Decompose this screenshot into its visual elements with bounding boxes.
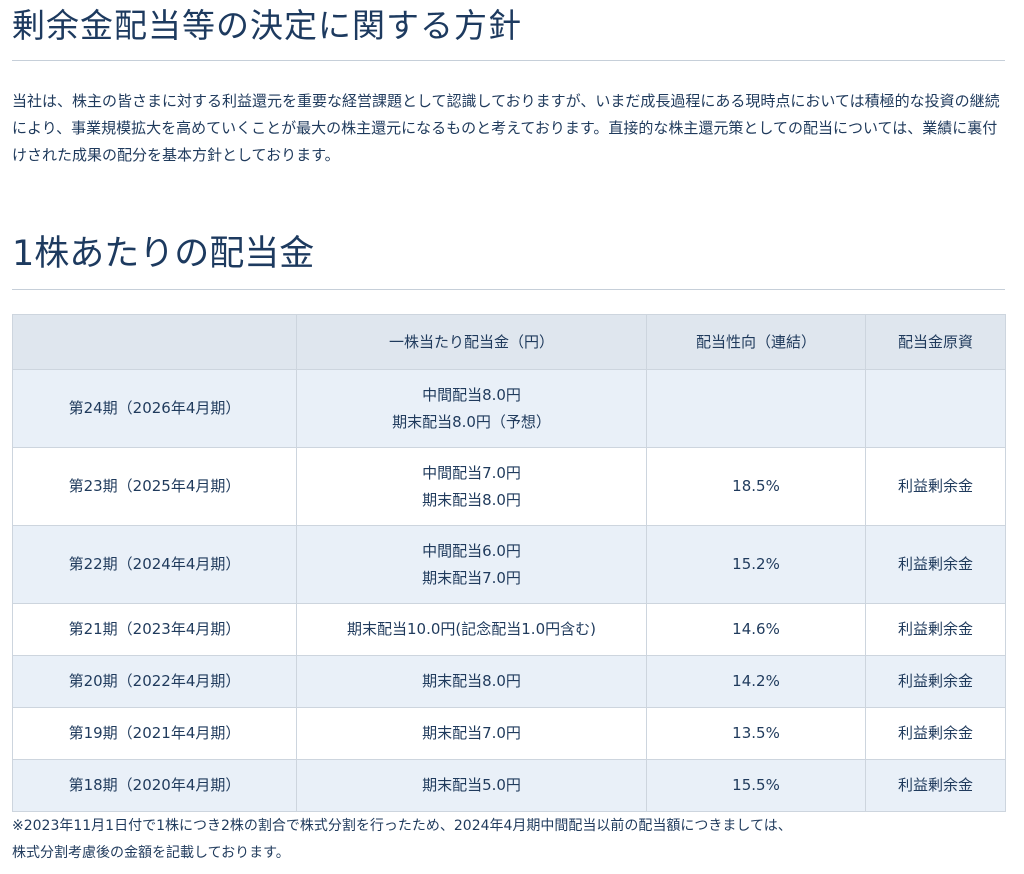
- dividend-line: 期末配当7.0円: [422, 568, 521, 587]
- table-footnote: ※2023年11月1日付で1株につき2株の割合で株式分割を行ったため、2024年…: [12, 813, 1007, 867]
- policy-heading: 剰余金配当等の決定に関する方針: [12, 6, 522, 45]
- footnote-line: 株式分割考慮後の金額を記載しております。: [12, 845, 290, 861]
- payout-cell: [646, 369, 866, 448]
- table-header-row: 一株当たり配当金（円） 配当性向（連結） 配当金原資: [12, 314, 1006, 370]
- dividend-cell: 中間配当8.0円期末配当8.0円（予想）: [296, 369, 647, 448]
- dividend-heading: 1株あたりの配当金: [12, 234, 315, 274]
- heading-divider: [12, 289, 1005, 290]
- dividend-cell: 中間配当7.0円 期末配当8.0円: [296, 447, 647, 526]
- period-cell: 第22期（2024年4月期）: [12, 525, 297, 604]
- dividend-line: 期末配当10.0円(記念配当1.0円含む): [347, 620, 596, 638]
- period-cell: 第19期（2021年4月期）: [12, 707, 297, 760]
- dividend-cell: 期末配当8.0円: [296, 655, 647, 708]
- payout-cell: 15.5%: [646, 759, 866, 812]
- table-row: 第23期（2025年4月期） 中間配当7.0円 期末配当8.0円 18.5% 利益剰余金: [12, 447, 1006, 526]
- dividend-cell: 期末配当10.0円(記念配当1.0円含む): [296, 603, 647, 656]
- policy-paragraph: 当社は、株主の皆さまに対する利益還元を重要な経営課題として認識しておりますが、い…: [12, 92, 1000, 164]
- dividend-line: 中間配当8.0円: [422, 385, 521, 404]
- payout-cell: 14.2%: [646, 655, 866, 708]
- payout-cell: 15.2%: [646, 525, 866, 604]
- source-cell: 利益剰余金: [865, 707, 1006, 760]
- dividend-line: 期末配当5.0円: [422, 776, 521, 794]
- table-row: 第21期（2023年4月期） 期末配当10.0円(記念配当1.0円含む) 14.6%…: [12, 603, 1006, 656]
- dividend-line: 中間配当7.0円: [422, 463, 521, 482]
- header-payout: 配当性向（連結）: [646, 314, 866, 370]
- dividend-line: 期末配当7.0円: [422, 724, 521, 742]
- payout-cell: 13.5%: [646, 707, 866, 760]
- dividend-line: 期末配当8.0円: [422, 672, 521, 690]
- period-cell: 第21期（2023年4月期）: [12, 603, 297, 656]
- source-cell: 利益剰余金: [865, 447, 1006, 526]
- dividend-line: 期末配当8.0円: [422, 490, 521, 509]
- payout-cell: 14.6%: [646, 603, 866, 656]
- heading-divider: [12, 60, 1005, 61]
- table-row: 第18期（2020年4月期） 期末配当5.0円 15.5% 利益剰余金: [12, 759, 1006, 812]
- header-dividend: 一株当たり配当金（円）: [296, 314, 647, 370]
- period-cell: 第20期（2022年4月期）: [12, 655, 297, 708]
- table-body: 第24期（2026年4月期） 中間配当8.0円 期末配当8.0円（予想） 第23期（2…: [12, 369, 1006, 812]
- period-cell: 第18期（2020年4月期）: [12, 759, 297, 812]
- source-cell: 利益剰余金: [865, 655, 1006, 708]
- table-row: 第24期（2026年4月期） 中間配当8.0円 期末配当8.0円（予想）: [12, 369, 1006, 448]
- period-cell: 第23期（2025年4月期）: [12, 447, 297, 526]
- payout-cell: 18.5%: [646, 447, 866, 526]
- dividend-table: 一株当たり配当金（円） 配当性向（連結） 配当金原資 第24期（2026年4月期…: [12, 314, 1006, 812]
- source-cell: 利益剰余金: [865, 759, 1006, 812]
- dividend-line: 中間配当6.0円: [422, 541, 521, 560]
- header-period: [12, 314, 297, 370]
- source-cell: 利益剰余金: [865, 525, 1006, 604]
- dividend-cell: 期末配当7.0円: [296, 707, 647, 760]
- table-row: 第22期（2024年4月期） 中間配当6.0円 期末配当7.0円 15.2% 利益剰余金: [12, 525, 1006, 604]
- table-row: 第20期（2022年4月期） 期末配当8.0円 14.2% 利益剰余金: [12, 655, 1006, 708]
- table-row: 第19期（2021年4月期） 期末配当7.0円 13.5% 利益剰余金: [12, 707, 1006, 760]
- dividend-line: 期末配当8.0円（予想）: [392, 412, 551, 431]
- dividend-cell: 期末配当5.0円: [296, 759, 647, 812]
- source-cell: [865, 369, 1006, 448]
- header-source: 配当金原資: [865, 314, 1006, 370]
- period-cell: 第24期（2026年4月期）: [12, 369, 297, 448]
- footnote-line: ※2023年11月1日付で1株につき2株の割合で株式分割を行ったため、2024年…: [12, 818, 792, 834]
- dividend-cell: 中間配当6.0円 期末配当7.0円: [296, 525, 647, 604]
- source-cell: 利益剰余金: [865, 603, 1006, 656]
